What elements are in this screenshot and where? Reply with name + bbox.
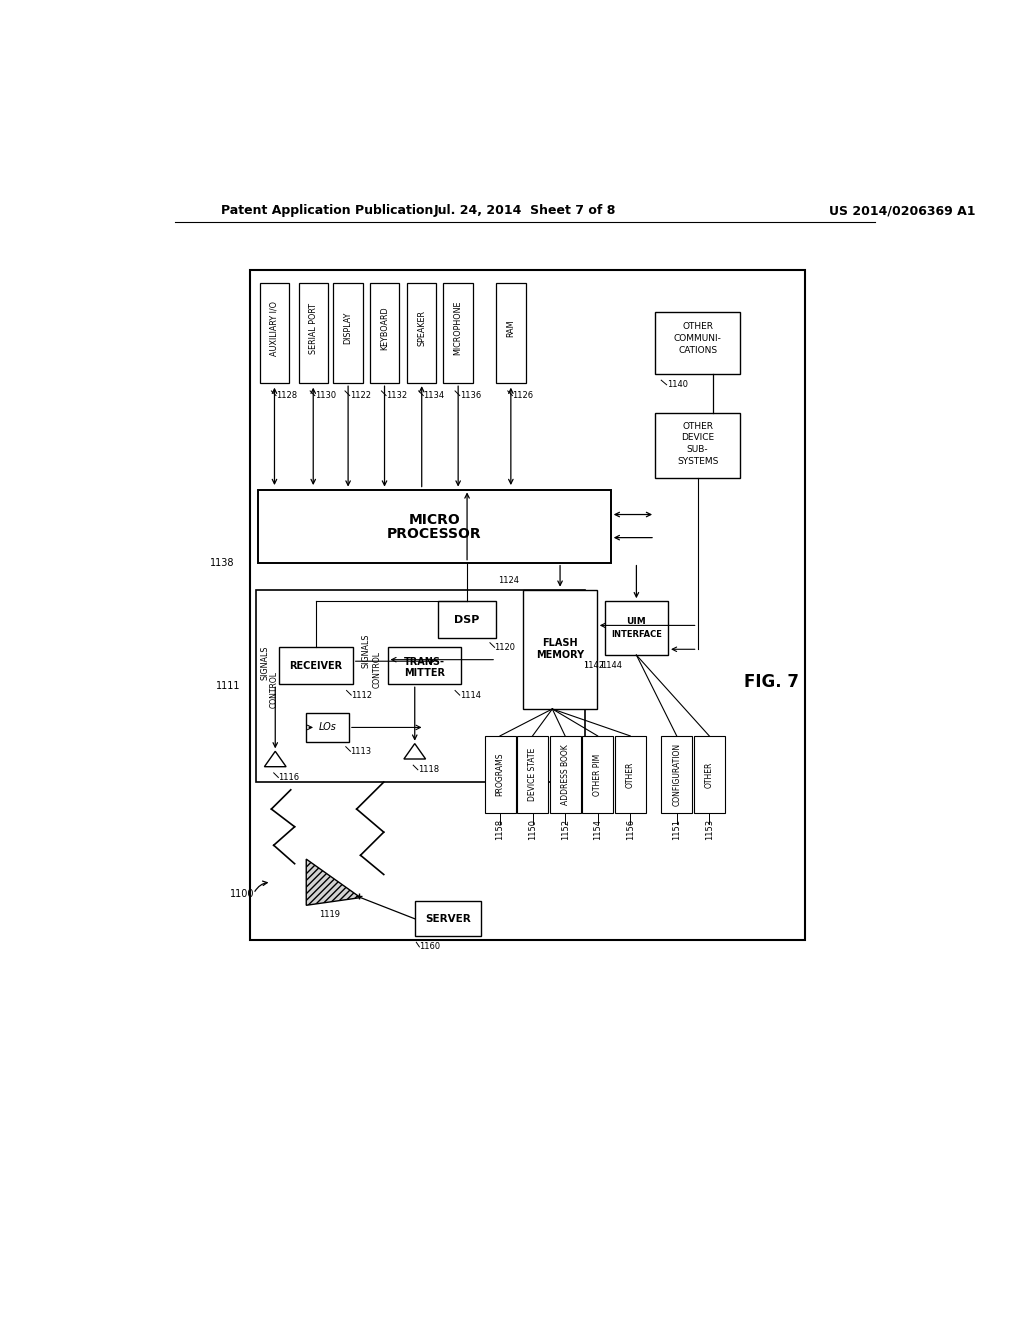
Text: Patent Application Publication: Patent Application Publication bbox=[221, 205, 433, 218]
Text: OTHER PIM: OTHER PIM bbox=[593, 754, 602, 796]
Text: OTHER: OTHER bbox=[682, 322, 713, 331]
Text: CONTROL: CONTROL bbox=[373, 651, 381, 688]
Text: SPEAKER: SPEAKER bbox=[417, 310, 426, 346]
Bar bbox=[583, 737, 613, 813]
Text: 1116: 1116 bbox=[279, 774, 299, 781]
Bar bbox=[484, 737, 515, 813]
Bar bbox=[260, 284, 289, 383]
Text: 1142: 1142 bbox=[583, 661, 604, 671]
Text: OTHER: OTHER bbox=[682, 422, 713, 430]
Text: 1156: 1156 bbox=[626, 820, 635, 841]
Bar bbox=[334, 284, 362, 383]
Bar bbox=[438, 601, 496, 638]
Bar bbox=[655, 412, 740, 478]
Text: MEMORY: MEMORY bbox=[536, 651, 584, 660]
Bar bbox=[280, 647, 352, 684]
Text: 1112: 1112 bbox=[351, 690, 372, 700]
Bar bbox=[256, 590, 586, 781]
Bar bbox=[496, 284, 525, 383]
Text: INTERFACE: INTERFACE bbox=[611, 630, 662, 639]
Bar bbox=[251, 271, 805, 940]
Text: CATIONS: CATIONS bbox=[678, 346, 717, 355]
Text: SIGNALS: SIGNALS bbox=[361, 634, 371, 668]
Text: LOs: LOs bbox=[318, 722, 337, 733]
Bar bbox=[370, 284, 399, 383]
Text: 1130: 1130 bbox=[314, 391, 336, 400]
Text: ADDRESS BOOK: ADDRESS BOOK bbox=[560, 744, 569, 805]
Text: 1128: 1128 bbox=[276, 391, 297, 400]
Text: 1119: 1119 bbox=[319, 909, 340, 919]
Text: KEYBOARD: KEYBOARD bbox=[380, 306, 389, 350]
Text: MITTER: MITTER bbox=[403, 668, 445, 677]
Text: OTHER: OTHER bbox=[705, 762, 714, 788]
Text: 1150: 1150 bbox=[528, 820, 537, 841]
Bar bbox=[415, 902, 480, 936]
Text: SYSTEMS: SYSTEMS bbox=[677, 457, 718, 466]
Text: CONTROL: CONTROL bbox=[270, 671, 279, 709]
Text: 1136: 1136 bbox=[460, 391, 481, 400]
Bar bbox=[604, 601, 669, 655]
Text: DEVICE: DEVICE bbox=[681, 433, 714, 442]
Text: 1151: 1151 bbox=[672, 820, 681, 841]
Bar bbox=[523, 590, 597, 709]
Text: 1138: 1138 bbox=[211, 557, 234, 568]
Bar bbox=[299, 284, 328, 383]
Text: UIM: UIM bbox=[627, 618, 646, 627]
Bar bbox=[443, 284, 473, 383]
Bar bbox=[306, 713, 349, 742]
Text: 1134: 1134 bbox=[423, 391, 444, 400]
Text: SERVER: SERVER bbox=[425, 913, 471, 924]
Text: 1113: 1113 bbox=[350, 747, 372, 756]
Bar bbox=[517, 737, 548, 813]
Text: Jul. 24, 2014  Sheet 7 of 8: Jul. 24, 2014 Sheet 7 of 8 bbox=[433, 205, 616, 218]
Bar bbox=[388, 647, 461, 684]
Text: 1114: 1114 bbox=[460, 690, 480, 700]
Text: 1118: 1118 bbox=[418, 766, 439, 775]
Text: 1153: 1153 bbox=[705, 820, 714, 841]
Text: CONFIGURATION: CONFIGURATION bbox=[672, 743, 681, 807]
Text: AUXILIARY I/O: AUXILIARY I/O bbox=[270, 301, 279, 355]
Text: DISPLAY: DISPLAY bbox=[344, 312, 352, 345]
Text: RAM: RAM bbox=[506, 319, 515, 337]
Text: 1140: 1140 bbox=[667, 380, 688, 389]
Text: OTHER: OTHER bbox=[626, 762, 635, 788]
Text: PROGRAMS: PROGRAMS bbox=[496, 752, 505, 796]
Bar bbox=[407, 284, 436, 383]
Text: MICROPHONE: MICROPHONE bbox=[454, 301, 463, 355]
Text: DEVICE STATE: DEVICE STATE bbox=[528, 747, 537, 801]
Text: 1124: 1124 bbox=[498, 576, 518, 585]
Bar bbox=[614, 737, 646, 813]
Text: FIG. 7: FIG. 7 bbox=[743, 673, 799, 690]
Text: COMMUNI-: COMMUNI- bbox=[674, 334, 722, 343]
Text: RECEIVER: RECEIVER bbox=[290, 661, 342, 671]
Text: TRANS-: TRANS- bbox=[403, 657, 445, 667]
Text: 1111: 1111 bbox=[216, 681, 241, 690]
Bar bbox=[258, 490, 611, 562]
Text: SUB-: SUB- bbox=[687, 445, 709, 454]
Bar bbox=[693, 737, 725, 813]
Text: 1154: 1154 bbox=[593, 820, 602, 841]
Text: SIGNALS: SIGNALS bbox=[261, 645, 269, 680]
Text: 1120: 1120 bbox=[495, 643, 515, 652]
Bar bbox=[550, 737, 581, 813]
Text: 1122: 1122 bbox=[349, 391, 371, 400]
Text: DSP: DSP bbox=[455, 615, 480, 624]
Text: 1160: 1160 bbox=[420, 942, 440, 952]
Text: US 2014/0206369 A1: US 2014/0206369 A1 bbox=[828, 205, 975, 218]
Text: FLASH: FLASH bbox=[543, 638, 578, 648]
Bar bbox=[655, 313, 740, 374]
Text: PROCESSOR: PROCESSOR bbox=[387, 527, 482, 541]
Bar bbox=[662, 737, 692, 813]
Text: MICRO: MICRO bbox=[409, 513, 461, 527]
Text: SERIAL PORT: SERIAL PORT bbox=[308, 302, 317, 354]
Text: 1158: 1158 bbox=[496, 820, 505, 841]
Text: 1132: 1132 bbox=[386, 391, 408, 400]
Text: 1152: 1152 bbox=[560, 820, 569, 841]
Text: 1144: 1144 bbox=[601, 661, 623, 671]
Text: 1126: 1126 bbox=[512, 391, 534, 400]
Text: 1100: 1100 bbox=[230, 888, 255, 899]
Polygon shape bbox=[306, 859, 360, 906]
